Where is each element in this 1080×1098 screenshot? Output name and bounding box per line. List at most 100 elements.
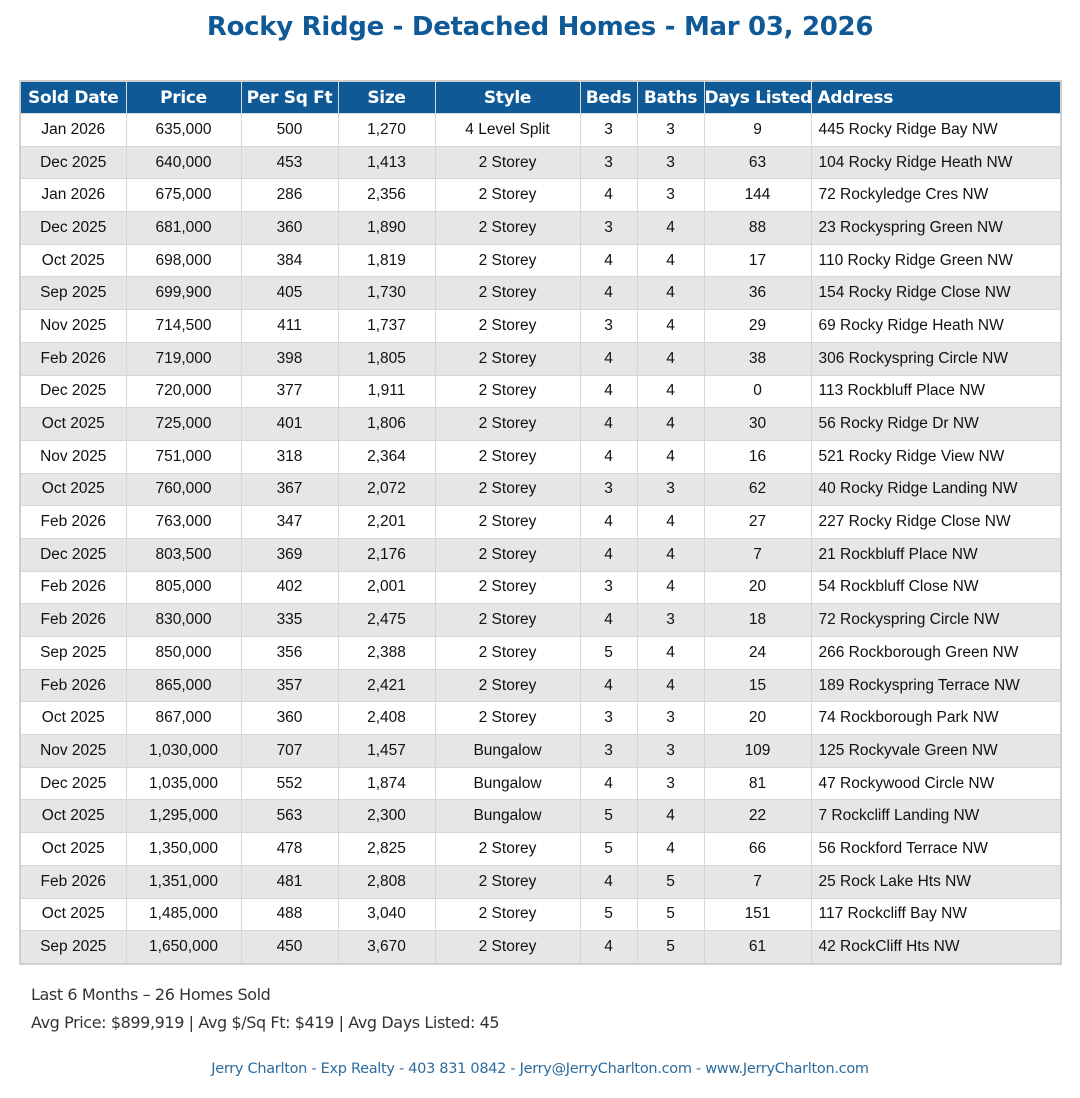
cell-style: Bungalow — [434, 766, 581, 801]
cell-price: 805,000 — [125, 570, 242, 605]
cell-baths: 3 — [636, 145, 705, 180]
table-row: Nov 2025 751,000 318 2,364 2 Storey 4 4 16 521 R… — [19, 439, 1062, 474]
column-header-address: Address — [811, 81, 1062, 114]
cell-per-sq-ft: 398 — [240, 341, 339, 376]
cell-per-sq-ft: 357 — [240, 668, 339, 703]
cell-price: 850,000 — [125, 636, 242, 670]
cell-style: Bungalow — [434, 799, 581, 834]
cell-price: 681,000 — [125, 211, 242, 245]
cell-price: 867,000 — [125, 701, 242, 736]
cell-price: 1,295,000 — [125, 799, 242, 834]
cell-sold-date: Oct 2025 — [19, 472, 127, 507]
column-header-price: Price — [126, 81, 242, 114]
cell-days-listed: 18 — [703, 603, 812, 637]
cell-address: 72 Rockyspring Circle NW — [810, 603, 1062, 637]
cell-beds: 3 — [579, 734, 638, 768]
table-row: Dec 2025 681,000 360 1,890 2 Storey 3 4 88 23 Ro… — [19, 211, 1062, 245]
cell-days-listed: 7 — [703, 537, 812, 572]
cell-per-sq-ft: 356 — [240, 636, 339, 670]
table-row: Oct 2025 867,000 360 2,408 2 Storey 3 3 20 74 Ro… — [19, 701, 1062, 736]
cell-baths: 4 — [636, 407, 705, 441]
cell-days-listed: 27 — [703, 505, 812, 539]
cell-per-sq-ft: 377 — [240, 374, 339, 409]
cell-address: 154 Rocky Ridge Close NW — [810, 276, 1062, 311]
cell-price: 1,650,000 — [125, 930, 242, 965]
table-row: Feb 2026 763,000 347 2,201 2 Storey 4 4 27 227 R… — [19, 505, 1062, 539]
cell-size: 3,670 — [337, 930, 436, 965]
cell-baths: 4 — [636, 211, 705, 245]
cell-sold-date: Sep 2025 — [19, 276, 127, 311]
cell-beds: 4 — [579, 537, 638, 572]
cell-sold-date: Feb 2026 — [19, 505, 127, 539]
cell-size: 1,819 — [337, 243, 436, 278]
cell-per-sq-ft: 367 — [240, 472, 339, 507]
cell-address: 56 Rocky Ridge Dr NW — [810, 407, 1062, 441]
cell-sold-date: Oct 2025 — [19, 799, 127, 834]
table-row: Oct 2025 698,000 384 1,819 2 Storey 4 4 17 110 R… — [19, 243, 1062, 278]
cell-size: 2,825 — [337, 832, 436, 866]
cell-style: 2 Storey — [434, 636, 581, 670]
cell-size: 1,270 — [337, 113, 436, 147]
cell-baths: 4 — [636, 309, 705, 343]
cell-price: 725,000 — [125, 407, 242, 441]
cell-sold-date: Feb 2026 — [19, 341, 127, 376]
cell-baths: 3 — [636, 734, 705, 768]
cell-sold-date: Jan 2026 — [19, 113, 127, 147]
cell-beds: 4 — [579, 341, 638, 376]
cell-style: 2 Storey — [434, 505, 581, 539]
cell-address: 7 Rockcliff Landing NW — [810, 799, 1062, 834]
cell-per-sq-ft: 500 — [240, 113, 339, 147]
cell-style: 2 Storey — [434, 439, 581, 474]
column-header-days-listed: Days Listed — [704, 81, 812, 114]
cell-days-listed: 151 — [703, 897, 812, 932]
cell-days-listed: 15 — [703, 668, 812, 703]
cell-address: 306 Rockyspring Circle NW — [810, 341, 1062, 376]
cell-address: 125 Rockyvale Green NW — [810, 734, 1062, 768]
table-row: Oct 2025 1,295,000 563 2,300 Bungalow 5 4 22 7 R… — [19, 799, 1062, 834]
cell-sold-date: Feb 2026 — [19, 570, 127, 605]
cell-price: 635,000 — [125, 113, 242, 147]
cell-beds: 3 — [579, 570, 638, 605]
cell-beds: 4 — [579, 407, 638, 441]
cell-days-listed: 20 — [703, 701, 812, 736]
cell-beds: 4 — [579, 668, 638, 703]
cell-size: 1,911 — [337, 374, 436, 409]
table-row: Oct 2025 725,000 401 1,806 2 Storey 4 4 30 56 Ro… — [19, 407, 1062, 441]
cell-beds: 3 — [579, 309, 638, 343]
column-header-baths: Baths — [637, 81, 705, 114]
cell-beds: 5 — [579, 799, 638, 834]
cell-style: 2 Storey — [434, 407, 581, 441]
cell-sold-date: Dec 2025 — [19, 537, 127, 572]
cell-price: 865,000 — [125, 668, 242, 703]
cell-baths: 5 — [636, 930, 705, 965]
cell-size: 2,201 — [337, 505, 436, 539]
cell-price: 803,500 — [125, 537, 242, 572]
cell-address: 189 Rockyspring Terrace NW — [810, 668, 1062, 703]
table-row: Nov 2025 714,500 411 1,737 2 Storey 3 4 29 69 Ro… — [19, 309, 1062, 343]
cell-per-sq-ft: 707 — [240, 734, 339, 768]
cell-style: 2 Storey — [434, 930, 581, 965]
cell-baths: 3 — [636, 113, 705, 147]
cell-per-sq-ft: 488 — [240, 897, 339, 932]
cell-per-sq-ft: 405 — [240, 276, 339, 311]
cell-beds: 5 — [579, 636, 638, 670]
cell-beds: 5 — [579, 832, 638, 866]
column-header-sold-date: Sold Date — [20, 81, 127, 114]
table-row: Dec 2025 640,000 453 1,413 2 Storey 3 3 63 104 R… — [19, 145, 1062, 180]
cell-beds: 3 — [579, 145, 638, 180]
cell-days-listed: 29 — [703, 309, 812, 343]
column-header-beds: Beds — [580, 81, 638, 114]
cell-price: 675,000 — [125, 178, 242, 213]
cell-days-listed: 20 — [703, 570, 812, 605]
cell-style: Bungalow — [434, 734, 581, 768]
cell-size: 3,040 — [337, 897, 436, 932]
table-row: Feb 2026 1,351,000 481 2,808 2 Storey 4 5 7 25 R… — [19, 864, 1062, 899]
cell-sold-date: Oct 2025 — [19, 897, 127, 932]
cell-style: 2 Storey — [434, 701, 581, 736]
cell-address: 266 Rockborough Green NW — [810, 636, 1062, 670]
cell-style: 2 Storey — [434, 668, 581, 703]
cell-style: 2 Storey — [434, 537, 581, 572]
cell-price: 720,000 — [125, 374, 242, 409]
cell-address: 47 Rockywood Circle NW — [810, 766, 1062, 801]
cell-sold-date: Nov 2025 — [19, 734, 127, 768]
